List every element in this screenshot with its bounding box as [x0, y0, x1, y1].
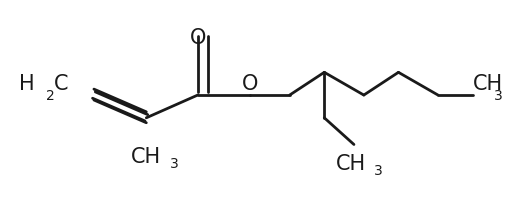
Text: C: C [53, 74, 68, 94]
Text: 3: 3 [374, 164, 383, 178]
Text: O: O [242, 74, 259, 94]
Text: 3: 3 [494, 89, 503, 103]
Text: CH: CH [472, 74, 503, 94]
Text: 3: 3 [170, 157, 179, 171]
Text: CH: CH [131, 147, 162, 167]
Text: CH: CH [336, 154, 366, 174]
Text: O: O [189, 28, 206, 48]
Text: 2: 2 [46, 89, 55, 103]
Text: H: H [19, 74, 35, 94]
